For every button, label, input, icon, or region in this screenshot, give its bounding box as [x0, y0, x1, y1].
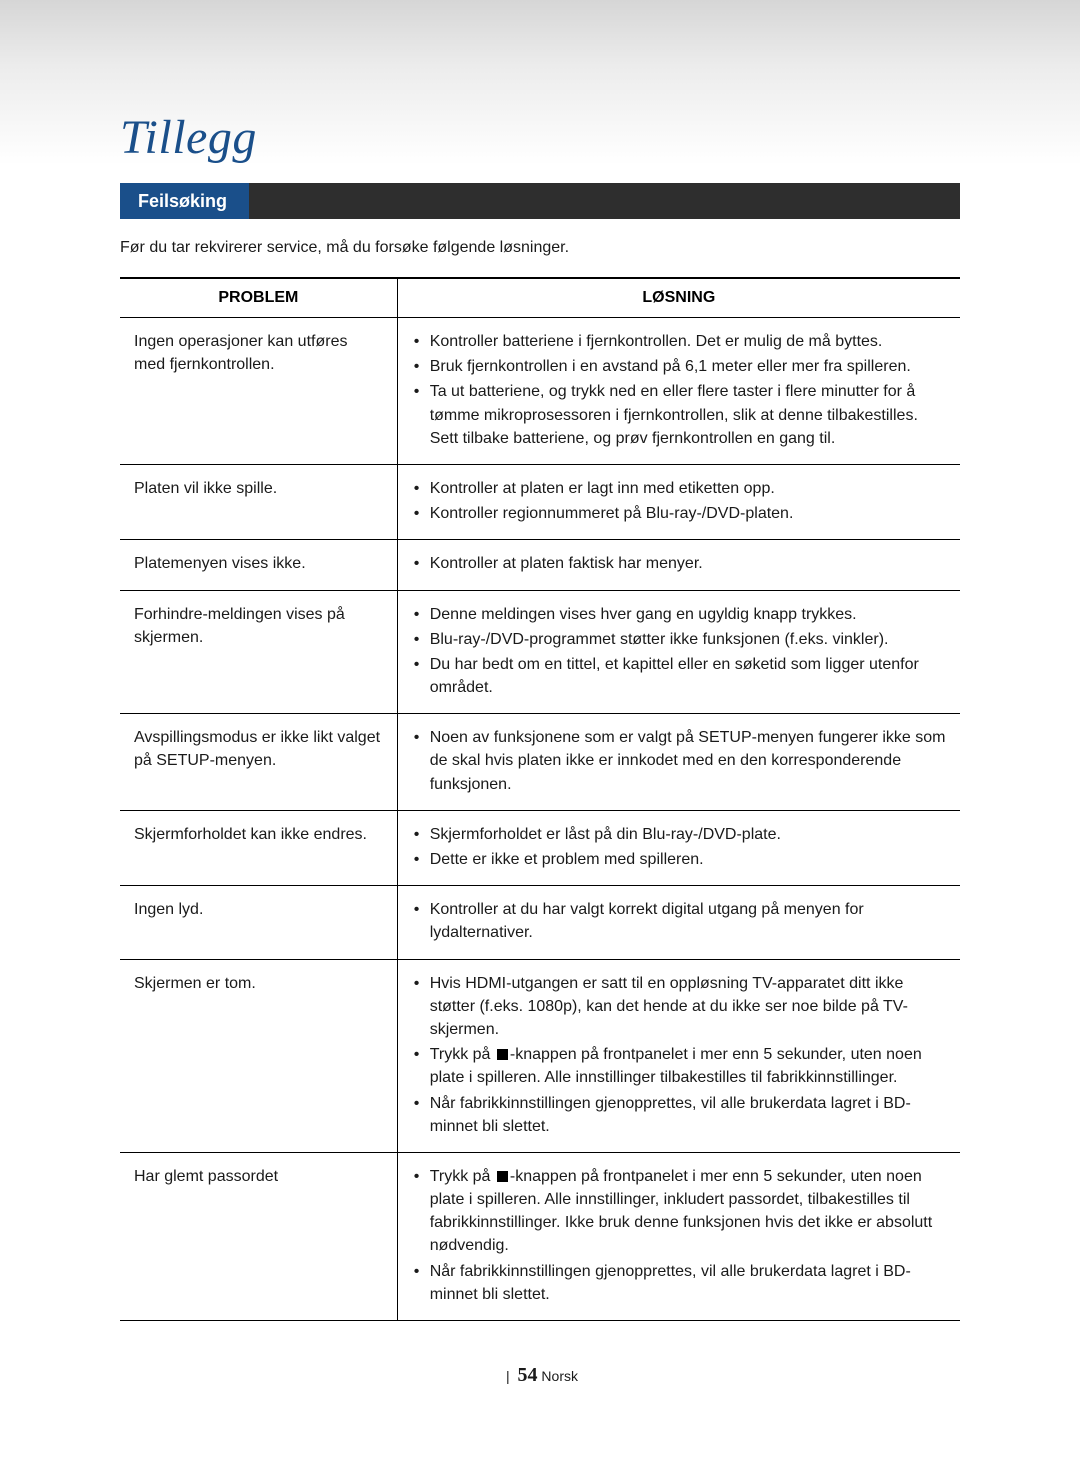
solution-list: Denne meldingen vises hver gang en ugyld…: [412, 603, 946, 700]
problem-cell: Forhindre-meldingen vises på skjermen.: [120, 590, 397, 714]
solution-cell: Denne meldingen vises hver gang en ugyld…: [397, 590, 960, 714]
solution-item: Dette er ikke et problem med spilleren.: [412, 848, 946, 871]
solution-cell: Trykk på -knappen på frontpanelet i mer …: [397, 1152, 960, 1320]
solution-item: Kontroller batteriene i fjernkontrollen.…: [412, 330, 946, 353]
problem-cell: Avspillingsmodus er ikke likt valget på …: [120, 714, 397, 811]
table-row: Ingen operasjoner kan utføres med fjernk…: [120, 318, 960, 465]
solution-list: Kontroller at platen faktisk har menyer.: [412, 552, 946, 575]
solution-cell: Noen av funksjonene som er valgt på SETU…: [397, 714, 960, 811]
solution-cell: Skjermforholdet er låst på din Blu-ray-/…: [397, 810, 960, 885]
solution-item: Noen av funksjonene som er valgt på SETU…: [412, 726, 946, 796]
solution-list: Kontroller at du har valgt korrekt digit…: [412, 898, 946, 944]
problem-cell: Skjermforholdet kan ikke endres.: [120, 810, 397, 885]
header-problem: PROBLEM: [120, 278, 397, 318]
problem-cell: Skjermen er tom.: [120, 959, 397, 1152]
footer-separator: |: [506, 1368, 510, 1384]
problem-cell: Har glemt passordet: [120, 1152, 397, 1320]
solution-list: Noen av funksjonene som er valgt på SETU…: [412, 726, 946, 796]
page-content: Tillegg Feilsøking Før du tar rekvirerer…: [0, 0, 1080, 1321]
solution-list: Kontroller batteriene i fjernkontrollen.…: [412, 330, 946, 450]
solution-cell: Kontroller at du har valgt korrekt digit…: [397, 886, 960, 959]
solution-cell: Hvis HDMI-utgangen er satt til en oppløs…: [397, 959, 960, 1152]
table-row: Avspillingsmodus er ikke likt valget på …: [120, 714, 960, 811]
solution-item: Kontroller at platen faktisk har menyer.: [412, 552, 946, 575]
solution-item: Du har bedt om en tittel, et kapittel el…: [412, 653, 946, 699]
page-footer: | 54 Norsk: [0, 1364, 1080, 1387]
solution-item: Kontroller regionnummeret på Blu-ray-/DV…: [412, 502, 946, 525]
solution-item: Denne meldingen vises hver gang en ugyld…: [412, 603, 946, 626]
solution-cell: Kontroller at platen er lagt inn med eti…: [397, 464, 960, 539]
table-row: Har glemt passordetTrykk på -knappen på …: [120, 1152, 960, 1320]
problem-cell: Ingen lyd.: [120, 886, 397, 959]
section-header-bar: Feilsøking: [120, 183, 960, 219]
solution-item: Blu-ray-/DVD-programmet støtter ikke fun…: [412, 628, 946, 651]
solution-list: Skjermforholdet er låst på din Blu-ray-/…: [412, 823, 946, 871]
solution-item: Kontroller at du har valgt korrekt digit…: [412, 898, 946, 944]
solution-item: Kontroller at platen er lagt inn med eti…: [412, 477, 946, 500]
table-row: Ingen lyd. Kontroller at du har valgt kor…: [120, 886, 960, 959]
problem-cell: Platen vil ikke spille.: [120, 464, 397, 539]
table-row: Forhindre-meldingen vises på skjermen. De…: [120, 590, 960, 714]
solution-item: Når fabrikkinnstillingen gjenopprettes, …: [412, 1092, 946, 1138]
solution-item: Skjermforholdet er låst på din Blu-ray-/…: [412, 823, 946, 846]
chapter-title: Tillegg: [120, 110, 960, 165]
intro-text: Før du tar rekvirerer service, må du for…: [120, 239, 960, 257]
solution-item: Trykk på -knappen på frontpanelet i mer …: [412, 1165, 946, 1258]
solution-list: Hvis HDMI-utgangen er satt til en oppløs…: [412, 972, 946, 1138]
stop-icon: [497, 1049, 508, 1060]
page-number: 54: [518, 1364, 538, 1386]
solution-item: Ta ut batteriene, og trykk ned en eller …: [412, 380, 946, 450]
section-title: Feilsøking: [120, 183, 249, 219]
solution-cell: Kontroller batteriene i fjernkontrollen.…: [397, 318, 960, 465]
table-row: Platen vil ikke spille. Kontroller at pla…: [120, 464, 960, 539]
stop-icon: [497, 1171, 508, 1182]
table-row: Skjermforholdet kan ikke endres. Skjermfo…: [120, 810, 960, 885]
solution-item: Bruk fjernkontrollen i en avstand på 6,1…: [412, 355, 946, 378]
solution-cell: Kontroller at platen faktisk har menyer.: [397, 540, 960, 590]
solution-item: Trykk på -knappen på frontpanelet i mer …: [412, 1043, 946, 1089]
solution-list: Trykk på -knappen på frontpanelet i mer …: [412, 1165, 946, 1306]
table-body: Ingen operasjoner kan utføres med fjernk…: [120, 318, 960, 1321]
table-header-row: PROBLEM LØSNING: [120, 278, 960, 318]
table-row: Platemenyen vises ikke. Kontroller at pla…: [120, 540, 960, 590]
problem-cell: Ingen operasjoner kan utføres med fjernk…: [120, 318, 397, 465]
problem-cell: Platemenyen vises ikke.: [120, 540, 397, 590]
table-row: Skjermen er tom.Hvis HDMI-utgangen er sa…: [120, 959, 960, 1152]
solution-list: Kontroller at platen er lagt inn med eti…: [412, 477, 946, 525]
solution-item: Når fabrikkinnstillingen gjenopprettes, …: [412, 1260, 946, 1306]
footer-lang-label: Norsk: [541, 1368, 578, 1384]
troubleshoot-table: PROBLEM LØSNING Ingen operasjoner kan ut…: [120, 277, 960, 1321]
header-solution: LØSNING: [397, 278, 960, 318]
solution-item: Hvis HDMI-utgangen er satt til en oppløs…: [412, 972, 946, 1042]
